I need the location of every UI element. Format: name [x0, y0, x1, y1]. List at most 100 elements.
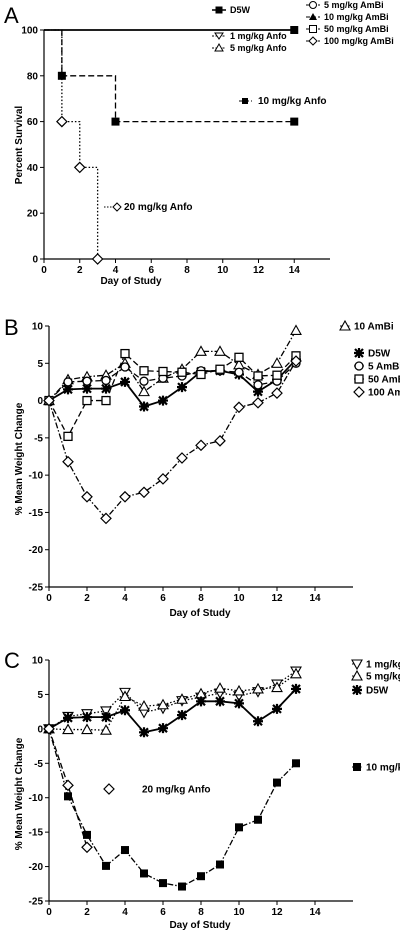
x-tick-label: 2 [77, 265, 83, 276]
x-tick-label: 12 [253, 265, 265, 276]
series-label: 20 mg/kg Anfo [142, 785, 211, 796]
data-point [252, 682, 264, 694]
y-tick-label: -25 [29, 583, 44, 594]
data-point [253, 716, 263, 727]
data-point [120, 705, 130, 716]
y-tick-label: -5 [34, 759, 43, 770]
x-tick-label: 4 [122, 593, 128, 604]
data-point [354, 374, 364, 384]
data-point [81, 490, 93, 503]
data-point [197, 872, 205, 881]
panel-b-ylabel: % Mean Weight Change [14, 402, 25, 515]
x-tick-label: 14 [289, 265, 301, 276]
data-point [235, 823, 243, 832]
series-label: 10 mg/kg Anfo [258, 96, 327, 107]
data-point [214, 682, 226, 693]
data-point [351, 669, 363, 681]
data-point [215, 364, 225, 374]
y-tick-label: 10 [32, 322, 44, 333]
data-point [111, 117, 120, 126]
data-point [73, 161, 86, 174]
data-point [158, 723, 168, 734]
data-point [101, 383, 111, 394]
data-point [291, 683, 301, 694]
series-label: 1 mg/kg Anfo [366, 660, 400, 671]
data-point [352, 685, 362, 695]
data-point [102, 861, 110, 870]
data-point [354, 361, 364, 371]
series-line [44, 29, 99, 259]
series-label: D5W [366, 686, 389, 697]
data-point [177, 710, 187, 721]
data-point [82, 712, 92, 723]
panel-a-annotations: 10 mg/kg Anfo 20 mg/kg Anfo [104, 96, 327, 213]
x-tick-label: 6 [160, 593, 166, 604]
y-tick-label: -20 [29, 862, 44, 873]
data-point [82, 383, 92, 394]
x-tick-label: 14 [309, 593, 321, 604]
data-point [63, 377, 73, 387]
panel-letter-c: C [4, 648, 20, 673]
data-point [119, 490, 131, 503]
data-point [56, 115, 68, 128]
x-tick-label: 14 [309, 907, 321, 918]
data-point [83, 830, 91, 839]
legend-label: 50 mg/kg AmBi [324, 24, 389, 34]
data-point [157, 473, 169, 485]
x-tick-label: 8 [198, 593, 204, 604]
data-point [43, 394, 55, 407]
x-tick-label: 10 [233, 907, 245, 918]
x-tick-label: 8 [184, 265, 190, 276]
data-point [252, 396, 264, 409]
data-point [63, 712, 73, 723]
data-point [253, 386, 263, 397]
x-tick-label: 0 [46, 593, 52, 604]
panel-c-plot: 0 2 4 6 8 10 12 14 -25 -20 -15 -10 -5 0 5 10 1 mg/kg Anf… [29, 656, 400, 919]
data-point [233, 401, 245, 414]
data-point [351, 659, 363, 671]
data-point [177, 382, 187, 393]
x-tick-label: 4 [113, 265, 119, 276]
data-point [271, 357, 283, 368]
data-point [195, 345, 207, 356]
data-point [140, 869, 148, 878]
data-point [63, 384, 73, 395]
series-label: 5 AmBi [368, 362, 400, 373]
series-label: D5W [368, 349, 391, 360]
x-tick-label: 12 [271, 593, 283, 604]
data-point [138, 486, 150, 499]
data-point [292, 759, 300, 768]
y-tick-label: 5 [37, 690, 43, 701]
panel-a-plot: 0 2 4 6 8 10 12 14 0 20 40 60 80 100 [21, 26, 330, 276]
data-point [139, 727, 149, 738]
legend-label: D5W [230, 5, 251, 15]
y-tick-label: 0 [37, 724, 43, 735]
data-point [234, 367, 244, 377]
data-point [64, 792, 72, 801]
legend-label: 5 mg/kg Anfo [230, 43, 287, 53]
data-point [62, 723, 74, 735]
data-point [272, 370, 282, 380]
data-point [139, 366, 149, 376]
data-point [157, 698, 169, 710]
data-point [290, 355, 302, 367]
data-point [339, 319, 351, 331]
y-tick-label: 20 [27, 209, 39, 220]
data-point [139, 376, 149, 386]
y-tick-label: 80 [27, 71, 39, 82]
y-tick-label: -25 [29, 897, 44, 908]
data-point [253, 371, 263, 381]
data-point [101, 395, 111, 406]
data-point [120, 376, 130, 387]
data-point [158, 366, 168, 377]
panel-letter-b: B [4, 315, 19, 340]
data-point [215, 696, 225, 707]
data-point [253, 380, 263, 390]
series-line [48, 728, 297, 888]
legend-label: 100 mg/kg AmBi [324, 36, 394, 46]
data-point [290, 26, 299, 34]
panel-a-legend: D5W 1 mg/kg Anfo 5 mg/kg Anfo 5 mg/kg Am… [212, 0, 394, 53]
x-tick-label: 0 [46, 907, 52, 918]
